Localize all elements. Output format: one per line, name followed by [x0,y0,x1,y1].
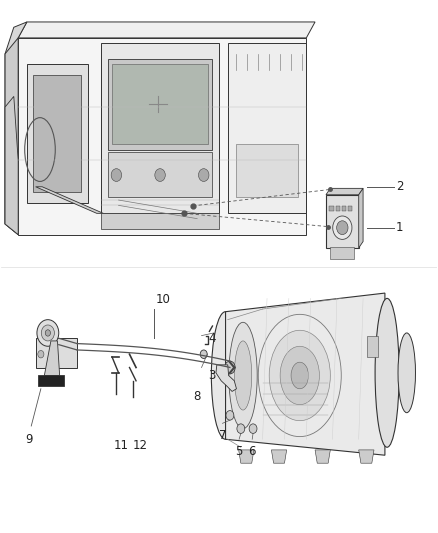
Polygon shape [315,450,330,463]
Ellipse shape [375,298,399,447]
Polygon shape [272,450,287,463]
Polygon shape [359,450,374,463]
Circle shape [200,350,207,359]
Ellipse shape [229,322,257,429]
Text: 2: 2 [396,180,403,193]
Bar [112,64,208,144]
Text: 12: 12 [133,439,148,453]
Text: 8: 8 [193,390,200,403]
Bar [330,247,354,259]
Text: 10: 10 [155,293,170,306]
Ellipse shape [234,341,252,410]
Polygon shape [359,188,363,248]
Circle shape [38,351,44,358]
Text: 4: 4 [208,332,215,345]
Circle shape [41,325,54,341]
Polygon shape [5,96,18,235]
Circle shape [198,168,209,181]
Polygon shape [239,450,254,463]
Polygon shape [101,43,219,213]
Polygon shape [35,187,103,213]
Bar [108,59,212,150]
Bar [367,336,378,357]
Text: 9: 9 [25,433,33,446]
Ellipse shape [280,346,319,405]
Ellipse shape [212,312,240,439]
Circle shape [249,424,257,433]
Polygon shape [326,188,363,195]
Circle shape [225,361,235,374]
Circle shape [111,168,122,181]
Text: 6: 6 [248,445,256,458]
Circle shape [155,168,165,181]
Bar [237,144,297,197]
Bar [326,195,359,248]
Polygon shape [44,341,60,375]
Text: 1: 1 [396,221,403,234]
Polygon shape [33,75,81,192]
Circle shape [337,221,348,235]
Circle shape [237,424,245,433]
Circle shape [333,216,352,239]
Text: 3: 3 [208,369,215,382]
Bar [342,206,346,211]
Polygon shape [101,213,219,229]
Bar [336,206,340,211]
Bar [348,206,352,211]
Polygon shape [18,22,315,38]
Ellipse shape [269,330,330,421]
Circle shape [37,320,59,346]
Ellipse shape [398,333,416,413]
Polygon shape [18,38,306,235]
Circle shape [226,410,234,420]
Text: 11: 11 [113,439,128,453]
Polygon shape [35,338,77,368]
Bar [108,152,212,197]
Text: 7: 7 [219,429,226,442]
Polygon shape [5,22,27,235]
Ellipse shape [291,362,308,389]
Polygon shape [38,375,64,386]
Polygon shape [226,293,385,455]
Bar [329,206,334,211]
Circle shape [45,330,50,336]
Polygon shape [216,365,237,391]
Polygon shape [5,38,18,235]
Text: 5: 5 [235,445,243,458]
Polygon shape [27,64,88,203]
Polygon shape [228,43,306,213]
